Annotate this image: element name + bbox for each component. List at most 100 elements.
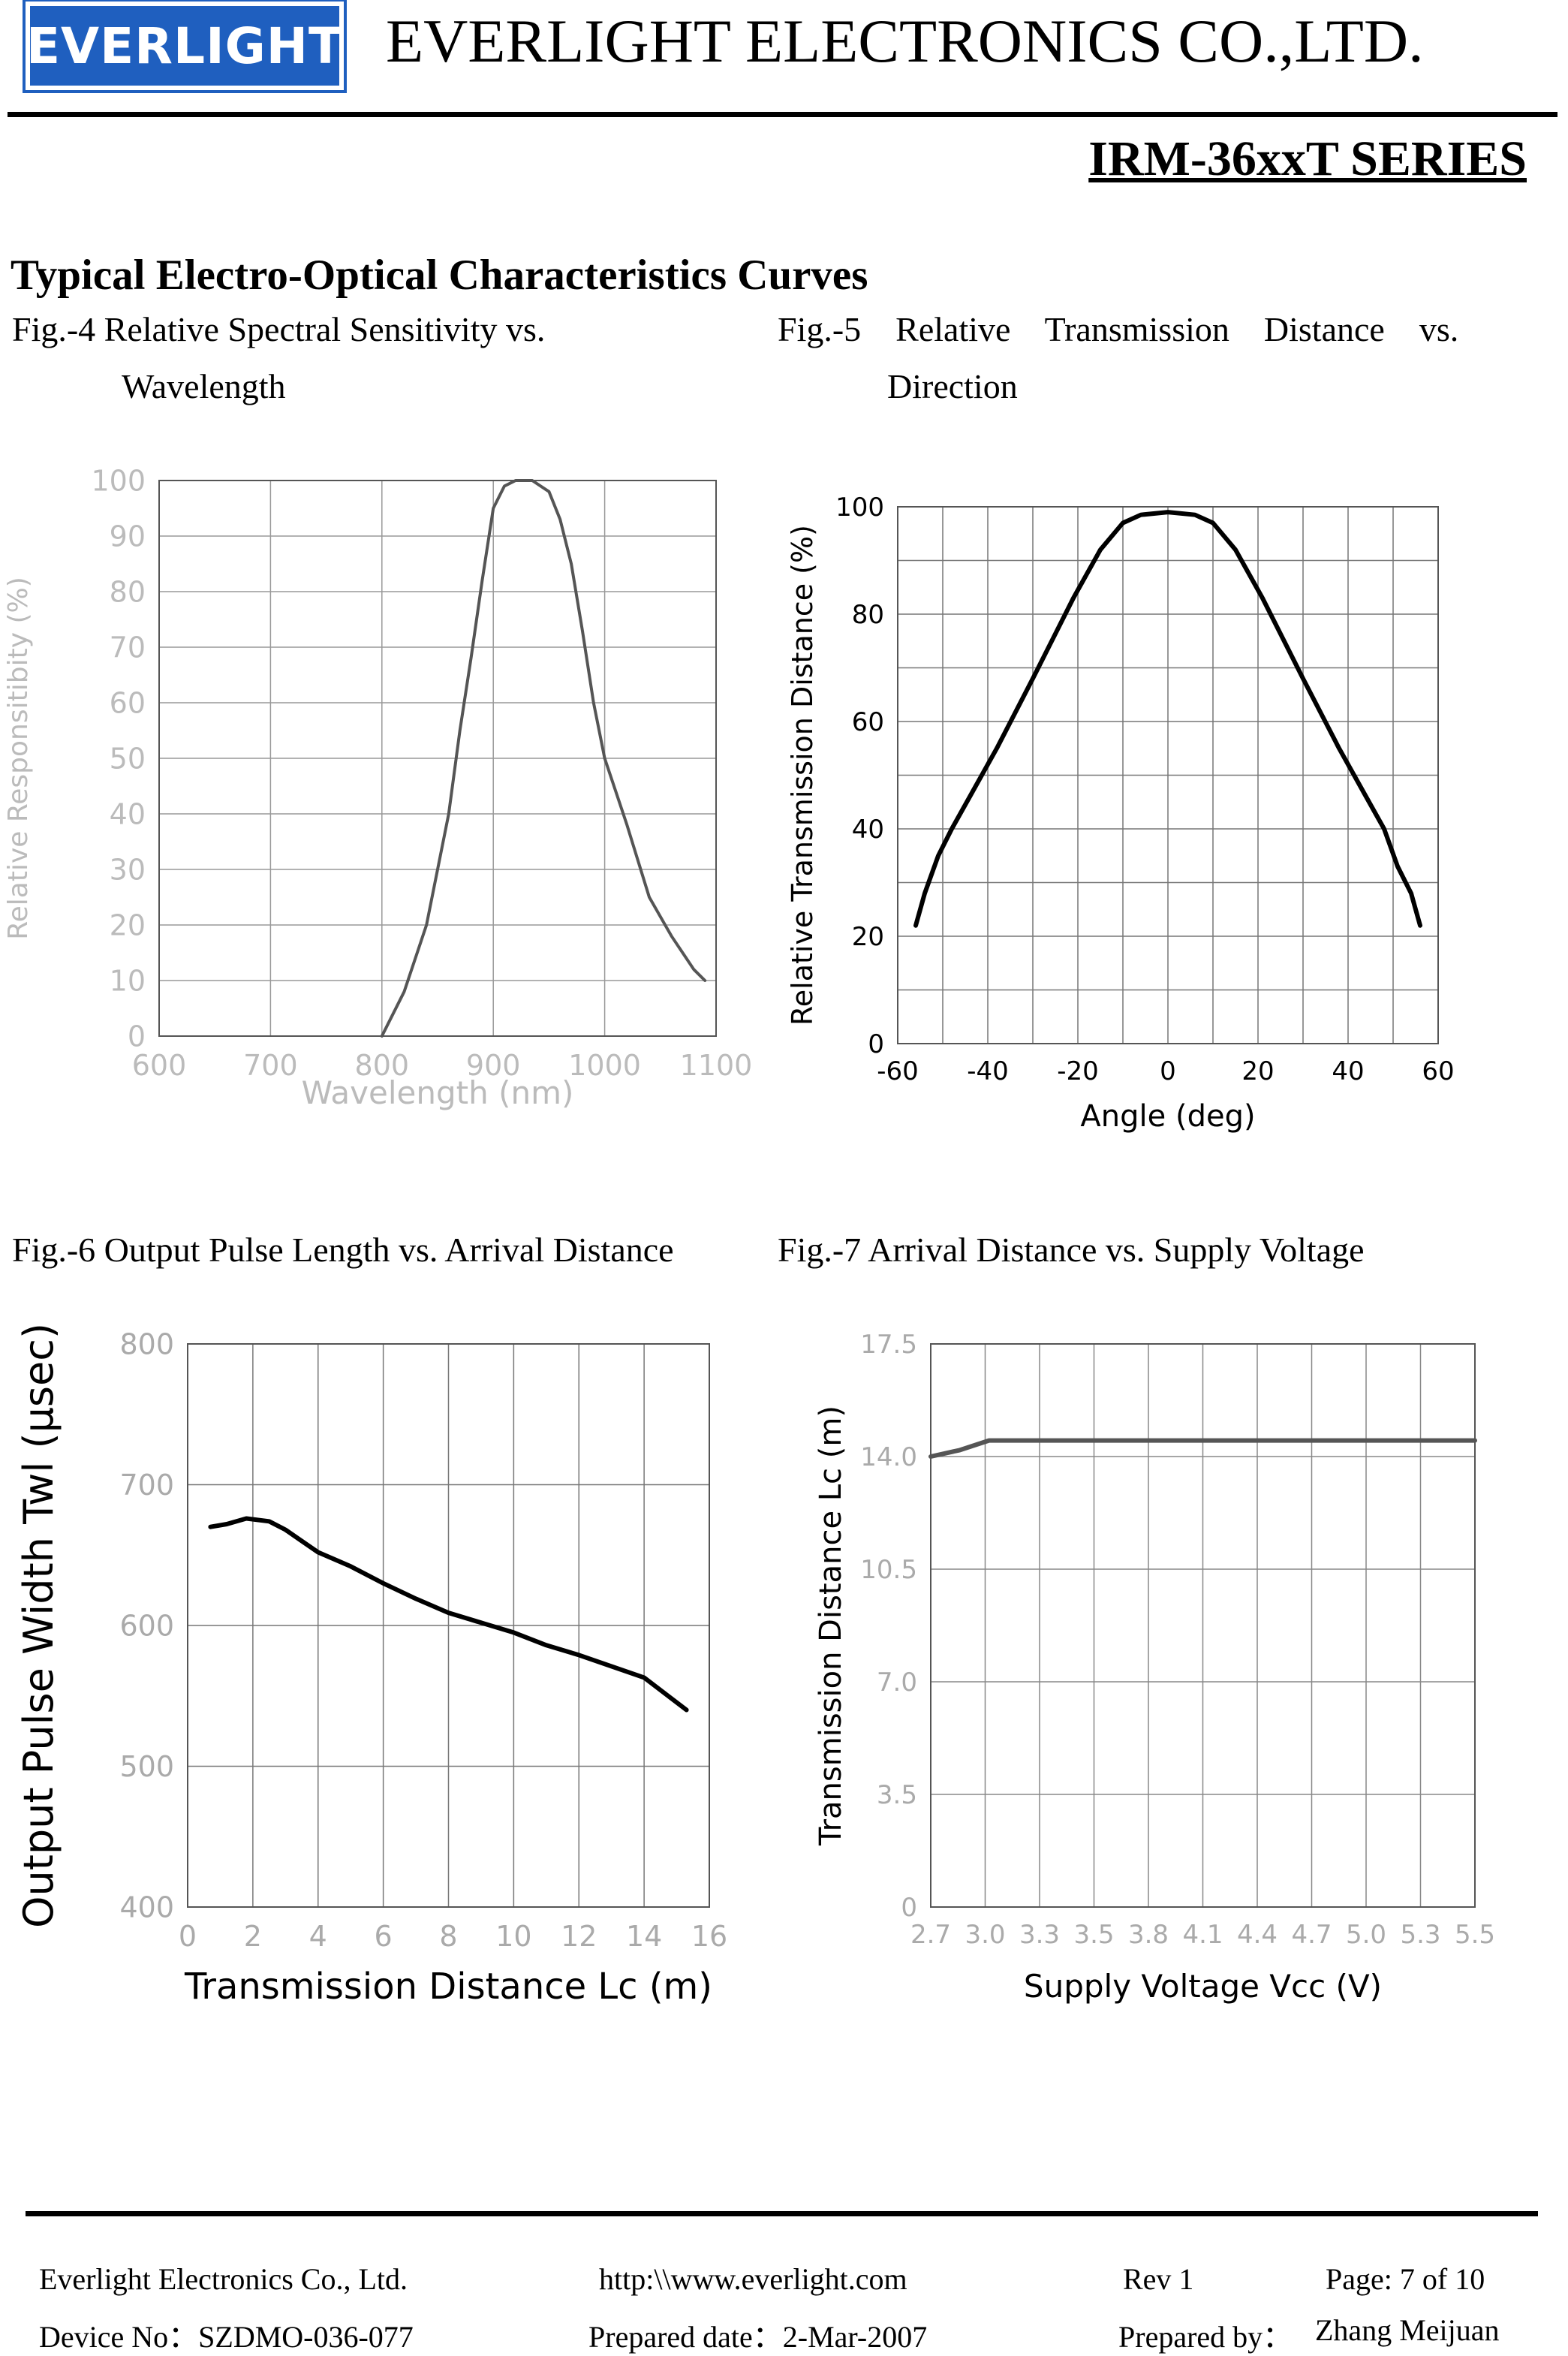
- fig6-series-line: [208, 1516, 689, 1713]
- fig5-x-tick-label: 40: [1332, 1056, 1364, 1086]
- fig4-caption-line1: Fig.-4 Relative Spectral Sensitivity vs.: [12, 310, 546, 348]
- section-title: Typical Electro-Optical Characteristics …: [11, 252, 868, 299]
- fig4-caption-line2: Wavelength: [122, 367, 286, 405]
- footer-rule: [26, 2211, 1538, 2216]
- fig6-y-tick-label: 400: [119, 1891, 174, 1924]
- fig5-x-tick-label: 0: [1160, 1056, 1176, 1086]
- fig7-arrival-supply-chart: 2.7 3.0 3.3 3.5 3.8 4.1 4.4 4.7 5.0 5.3 5.5 0 3.5 7.0…: [814, 1330, 1495, 2005]
- fig4-y-tick-label: 90: [110, 520, 146, 553]
- fig7-x-tick-label: 3.5: [1073, 1920, 1114, 1950]
- fig6-x-tick-label: 12: [561, 1920, 597, 1953]
- fig7-x-tick-label: 4.4: [1237, 1920, 1278, 1950]
- fig4-y-tick-label: 70: [110, 631, 146, 664]
- fig7-x-tick-label: 3.3: [1019, 1920, 1060, 1950]
- fig7-y-tick-label: 7.0: [877, 1668, 917, 1698]
- company-title: EVERLIGHT ELECTRONICS CO.,LTD.: [386, 7, 1424, 75]
- fig4-frame: [158, 480, 717, 1037]
- fig5-x-tick-label: -60: [877, 1056, 919, 1086]
- fig6-x-axis-label: Transmission Distance Lc (m): [184, 1966, 712, 2008]
- header-rule: [8, 112, 1557, 117]
- fig5-frame: [897, 506, 1439, 1044]
- fig4-y-tick-label: 0: [128, 1020, 146, 1053]
- fig5-y-axis-label: Relative Transmission Distance (%): [786, 525, 819, 1026]
- fig7-y-tick-label: 10.5: [860, 1555, 917, 1585]
- fig5-series-line: [913, 510, 1422, 928]
- fig6-x-tick-label: 16: [691, 1920, 727, 1953]
- fig7-caption: Fig.-7 Arrival Distance vs. Supply Volta…: [778, 1231, 1365, 1269]
- fig4-x-tick-label: 700: [243, 1049, 298, 1082]
- fig5-transmission-direction-chart: -60 -40 -20 0 20 40 60 0 20 40 60 80 100 Angle (deg) R…: [786, 493, 1455, 1134]
- footer-company: Everlight Electronics Co., Ltd.: [39, 2262, 408, 2296]
- fig6-y-axis-label: Output Pulse Width Twl (µsec): [15, 1323, 62, 1928]
- fig6-x-tick-label: 14: [626, 1920, 662, 1953]
- footer-device-no: Device No：SZDMO-036-077: [39, 2320, 414, 2354]
- fig4-spectral-sensitivity-chart: 600 700 800 900 1000 1100 0 10 20 30 40 50 60 70 80 90 1…: [3, 464, 753, 1111]
- fig7-y-tick-label: 14.0: [860, 1442, 917, 1472]
- fig7-x-tick-label: 3.8: [1128, 1920, 1169, 1950]
- fig4-y-tick-label: 50: [110, 742, 146, 775]
- fig5-caption-line1: Fig.-5 Relative Transmission Distance vs…: [778, 310, 1459, 348]
- fig7-x-tick-label: 5.0: [1346, 1920, 1386, 1950]
- fig7-x-tick-label: 2.7: [910, 1920, 951, 1950]
- fig7-x-tick-label: 3.0: [965, 1920, 1005, 1950]
- fig5-x-tick-label: -40: [967, 1056, 1009, 1086]
- fig7-x-tick-label: 5.5: [1455, 1920, 1495, 1950]
- fig6-y-tick-label: 500: [119, 1750, 174, 1783]
- fig4-x-tick-label: 1100: [680, 1049, 753, 1082]
- fig4-y-tick-label: 80: [110, 575, 146, 608]
- fig6-x-tick-label: 0: [179, 1920, 197, 1953]
- fig5-caption-line2: Direction: [887, 367, 1018, 405]
- fig4-x-tick-label: 800: [355, 1049, 410, 1082]
- fig7-series-line: [928, 1438, 1477, 1459]
- footer-prepared-date: Prepared date：2-Mar-2007: [588, 2320, 928, 2354]
- fig5-y-tick-label: 0: [868, 1029, 884, 1059]
- fig6-x-tick-label: 6: [375, 1920, 393, 1953]
- fig4-y-tick-label: 30: [110, 853, 146, 886]
- footer-prepared-name: Zhang Meijuan: [1315, 2313, 1500, 2347]
- footer-url[interactable]: http:\\www.everlight.com: [599, 2262, 907, 2296]
- fig5-y-tick-label: 20: [852, 922, 884, 952]
- fig5-x-axis-label: Angle (deg): [1080, 1099, 1255, 1134]
- fig6-y-tick-label: 600: [119, 1609, 174, 1642]
- fig4-x-axis-label: Wavelength (nm): [302, 1074, 574, 1111]
- fig4-series-line: [380, 479, 707, 1038]
- fig5-x-tick-label: -20: [1057, 1056, 1099, 1086]
- fig7-x-tick-label: 4.7: [1291, 1920, 1332, 1950]
- fig7-x-tick-label: 5.3: [1400, 1920, 1440, 1950]
- fig6-pulse-length-chart: 0 2 4 6 8 10 12 14 16 400 500 600 700 800 Transmission…: [15, 1323, 727, 2008]
- fig6-x-tick-label: 8: [439, 1920, 457, 1953]
- fig5-x-tick-label: 60: [1422, 1056, 1454, 1086]
- fig7-x-tick-label: 4.1: [1182, 1920, 1223, 1950]
- fig5-y-tick-label: 80: [852, 600, 884, 630]
- logo-text: EVERLIGHT: [26, 17, 344, 75]
- fig6-y-tick-label: 800: [119, 1327, 174, 1360]
- fig7-y-tick-label: 3.5: [877, 1780, 917, 1810]
- fig6-x-tick-label: 4: [309, 1920, 327, 1953]
- fig4-y-tick-label: 60: [110, 686, 146, 719]
- fig4-x-tick-label: 1000: [568, 1049, 641, 1082]
- fig7-y-axis-label: Transmission Distance Lc (m): [814, 1405, 848, 1846]
- fig5-y-tick-label: 100: [835, 493, 884, 523]
- fig6-frame: [187, 1343, 710, 1908]
- fig7-frame: [930, 1343, 1476, 1908]
- fig7-y-tick-label: 0: [901, 1893, 917, 1923]
- fig4-y-tick-label: 20: [110, 908, 146, 941]
- fig6-caption: Fig.-6 Output Pulse Length vs. Arrival D…: [12, 1231, 674, 1269]
- fig4-x-tick-label: 600: [132, 1049, 187, 1082]
- fig6-y-tick-label: 700: [119, 1469, 174, 1502]
- fig6-x-tick-label: 10: [495, 1920, 531, 1953]
- fig7-x-axis-label: Supply Voltage Vcc (V): [1024, 1968, 1382, 2005]
- fig4-y-axis-label: Relative Responsitibity (%): [3, 577, 34, 940]
- fig5-y-tick-label: 40: [852, 815, 884, 845]
- fig4-y-tick-label: 10: [110, 964, 146, 997]
- everlight-logo: EVERLIGHT: [23, 0, 347, 93]
- fig4-y-tick-label: 100: [91, 464, 146, 497]
- fig7-y-tick-label: 17.5: [860, 1330, 917, 1360]
- fig4-y-tick-label: 40: [110, 797, 146, 830]
- footer-rev: Rev 1: [1123, 2262, 1194, 2296]
- footer-page: Page: 7 of 10: [1326, 2262, 1485, 2296]
- fig4-x-tick-label: 900: [466, 1049, 521, 1082]
- footer-prepared-label: Prepared by：: [1118, 2320, 1293, 2354]
- fig6-x-tick-label: 2: [244, 1920, 262, 1953]
- fig5-y-tick-label: 60: [852, 707, 884, 737]
